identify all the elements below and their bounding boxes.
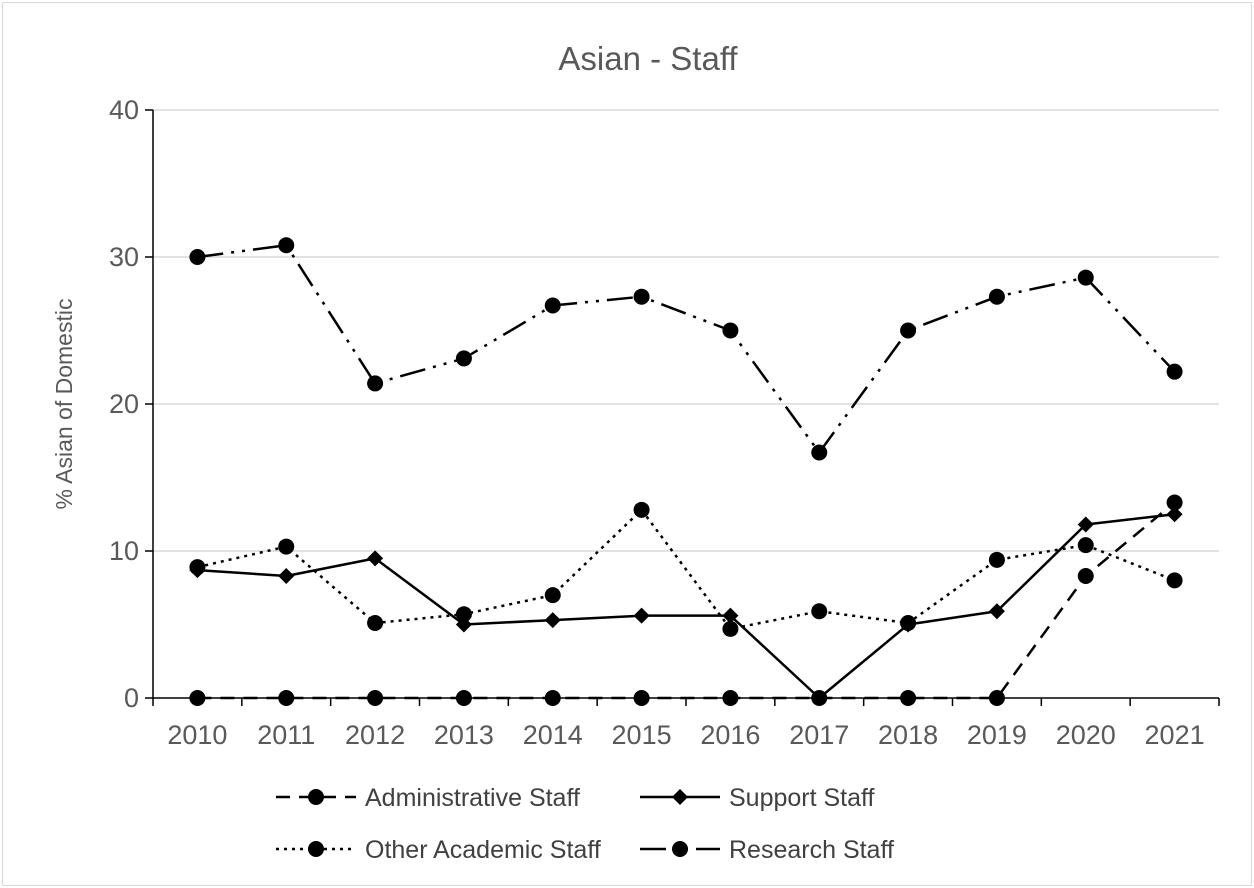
data-point-1-2021 xyxy=(1166,506,1183,523)
series-3 xyxy=(189,237,1183,461)
y-tick-label: 10 xyxy=(109,536,139,566)
data-point-3-2017 xyxy=(811,444,828,461)
data-point-0-2013 xyxy=(455,690,472,706)
data-point-2-2015 xyxy=(633,501,650,518)
x-tick-label-2015: 2015 xyxy=(612,720,672,750)
axes: 0 10 20 30 40 2010 2011 2012 2013 2014 2015 2016 201… xyxy=(109,95,1220,750)
data-point-2-2012 xyxy=(367,615,384,632)
y-tick-label: 20 xyxy=(109,389,139,419)
data-point-3-2018 xyxy=(900,322,917,339)
data-point-3-2019 xyxy=(988,288,1005,305)
x-tick-label-2020: 2020 xyxy=(1056,720,1116,750)
data-point-2-2014 xyxy=(544,587,561,604)
data-point-0-2015 xyxy=(633,690,650,706)
x-tick-label-2016: 2016 xyxy=(700,720,760,750)
data-point-1-2012 xyxy=(367,550,384,567)
data-point-3-2013 xyxy=(455,350,472,367)
x-tick-label-2012: 2012 xyxy=(345,720,405,750)
x-tick-label-2021: 2021 xyxy=(1145,720,1205,750)
series-line-2 xyxy=(197,508,1176,631)
data-point-3-2010 xyxy=(189,249,206,265)
legend-label: Other Academic Staff xyxy=(365,836,601,864)
data-point-2-2010 xyxy=(189,559,206,576)
data-point-0-2012 xyxy=(367,690,384,706)
data-point-1-2020 xyxy=(1077,516,1094,533)
legend: Administrative Staff Support Staff Other A… xyxy=(276,784,894,864)
data-point-2-2020 xyxy=(1077,537,1094,554)
legend-entry-3: Research Staff xyxy=(640,836,894,864)
data-point-1-2017 xyxy=(811,690,828,706)
data-point-3-2021 xyxy=(1166,363,1183,380)
data-point-1-2016 xyxy=(722,607,739,624)
legend-swatch-marker xyxy=(308,789,324,805)
series-line-1 xyxy=(197,513,1175,700)
legend-swatch-marker xyxy=(308,841,324,857)
data-point-0-2019 xyxy=(988,690,1005,706)
data-point-1-2019 xyxy=(988,603,1005,620)
data-point-1-2014 xyxy=(544,612,561,629)
data-point-2-2011 xyxy=(278,538,295,555)
data-point-2-2019 xyxy=(988,551,1005,568)
data-point-3-2015 xyxy=(633,288,650,305)
data-point-2-2013 xyxy=(455,606,472,623)
legend-entry-2: Other Academic Staff xyxy=(276,836,601,864)
data-point-3-2011 xyxy=(278,237,295,254)
data-point-0-2021 xyxy=(1166,494,1183,511)
data-point-3-2020 xyxy=(1077,269,1094,286)
data-point-3-2012 xyxy=(367,375,384,392)
data-point-0-2020 xyxy=(1077,567,1094,584)
x-tick-label-2019: 2019 xyxy=(967,720,1027,750)
data-point-2-2017 xyxy=(811,603,828,620)
series-1 xyxy=(189,506,1183,706)
data-point-2-2016 xyxy=(722,620,739,637)
y-tick-label: 0 xyxy=(124,683,139,713)
data-point-3-2014 xyxy=(544,297,561,314)
chart-title: Asian - Staff xyxy=(558,40,738,77)
legend-entry-1: Support Staff xyxy=(640,784,875,812)
legend-label: Support Staff xyxy=(729,784,875,812)
x-tick-label-2017: 2017 xyxy=(789,720,849,750)
data-point-0-2014 xyxy=(544,690,561,706)
series-line-3 xyxy=(197,243,1176,454)
gridlines xyxy=(153,109,1219,552)
y-axis-label: % Asian of Domestic xyxy=(51,299,77,510)
data-point-0-2018 xyxy=(900,690,917,706)
series-2 xyxy=(189,501,1183,637)
data-point-1-2015 xyxy=(633,607,650,624)
x-tick-label-2011: 2011 xyxy=(257,720,315,750)
data-point-2-2021 xyxy=(1166,572,1183,589)
y-tick-label: 40 xyxy=(109,95,139,125)
data-point-0-2010 xyxy=(189,690,206,706)
data-point-0-2016 xyxy=(722,690,739,706)
legend-swatch-marker xyxy=(672,789,688,805)
legend-label: Research Staff xyxy=(729,836,894,864)
data-point-1-2011 xyxy=(278,567,295,584)
series-0 xyxy=(189,494,1183,706)
data-point-0-2011 xyxy=(278,690,295,706)
x-tick-label-2014: 2014 xyxy=(523,720,583,750)
legend-label: Administrative Staff xyxy=(365,784,580,812)
legend-entry-0: Administrative Staff xyxy=(276,784,580,812)
legend-swatch-marker xyxy=(672,841,688,857)
y-tick-label: 30 xyxy=(109,242,139,272)
data-point-3-2016 xyxy=(722,322,739,339)
data-point-2-2018 xyxy=(900,615,917,632)
series-line-0 xyxy=(197,501,1176,700)
x-tick-label-2013: 2013 xyxy=(434,720,494,750)
x-tick-label-2018: 2018 xyxy=(878,720,938,750)
x-tick-label-2010: 2010 xyxy=(167,720,227,750)
series-group xyxy=(189,237,1183,706)
